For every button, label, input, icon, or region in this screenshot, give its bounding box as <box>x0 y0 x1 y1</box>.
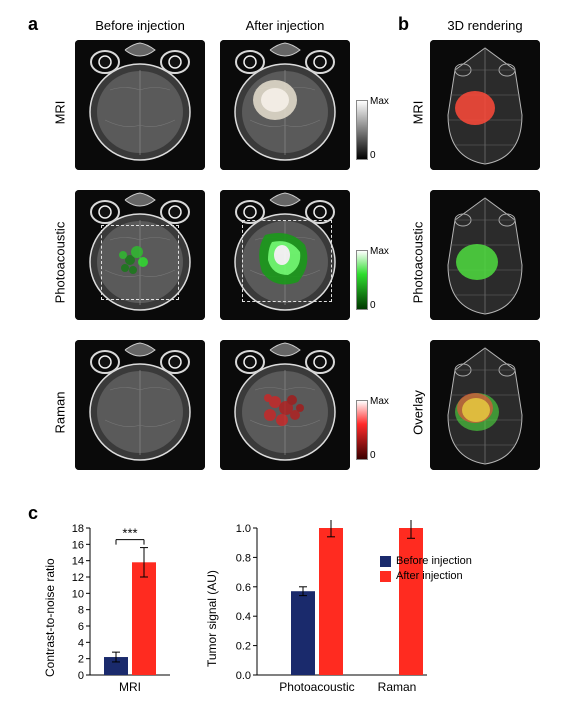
rowlabel-raman: Raman <box>53 378 68 448</box>
colorbar-red: Max 0 <box>356 400 384 470</box>
svg-text:Photoacoustic: Photoacoustic <box>279 680 354 694</box>
chart-legend: Before injection After injection <box>380 555 472 585</box>
img-raman-before <box>75 340 205 470</box>
ylabel-tumor: Tumor signal (AU) <box>205 547 219 667</box>
svg-text:12: 12 <box>72 572 84 584</box>
svg-text:0.8: 0.8 <box>236 552 251 564</box>
rowlabel-mri: MRI <box>53 83 68 143</box>
img-raman-after <box>220 340 350 470</box>
svg-text:0: 0 <box>78 670 84 682</box>
render-pa <box>430 190 540 320</box>
ylabel-cnr: Contrast-to-noise ratio <box>43 537 57 677</box>
svg-text:4: 4 <box>78 637 84 649</box>
header-3d: 3D rendering <box>420 18 550 33</box>
panel-label-c: c <box>28 503 38 524</box>
colorbar-gray: Max 0 <box>356 100 384 170</box>
img-pa-after <box>220 190 350 320</box>
svg-text:***: *** <box>122 526 137 541</box>
svg-text:6: 6 <box>78 621 84 633</box>
svg-text:0.2: 0.2 <box>236 641 251 653</box>
svg-text:1.0: 1.0 <box>236 523 251 535</box>
svg-text:14: 14 <box>72 556 84 568</box>
rowlabel-b-mri: MRI <box>411 83 426 143</box>
svg-text:Raman: Raman <box>378 680 417 694</box>
svg-text:18: 18 <box>72 523 84 535</box>
svg-text:2: 2 <box>78 654 84 666</box>
rowlabel-b-pa: Photoacoustic <box>411 213 426 313</box>
svg-text:0.4: 0.4 <box>236 611 251 623</box>
colorbar-green: Max 0 <box>356 250 384 320</box>
svg-text:0.6: 0.6 <box>236 582 251 594</box>
svg-text:MRI: MRI <box>119 680 141 694</box>
chart-tumor: 0.00.20.40.60.81.0**Photoacoustic***Rama… <box>225 520 455 705</box>
header-before: Before injection <box>75 18 205 33</box>
panel-label-b: b <box>398 14 409 35</box>
svg-text:8: 8 <box>78 605 84 617</box>
rowlabel-pa: Photoacoustic <box>53 213 68 313</box>
rowlabel-b-overlay: Overlay <box>411 378 426 448</box>
img-pa-before <box>75 190 205 320</box>
img-mri-after <box>220 40 350 170</box>
chart-cnr: 0 2 4 6 8 10 12 14 16 18 *** MRI <box>62 520 192 705</box>
img-mri-before <box>75 40 205 170</box>
svg-text:16: 16 <box>72 539 84 551</box>
svg-text:10: 10 <box>72 588 84 600</box>
render-mri <box>430 40 540 170</box>
render-overlay <box>430 340 540 470</box>
panel-label-a: a <box>28 14 38 35</box>
header-after: After injection <box>220 18 350 33</box>
svg-text:0.0: 0.0 <box>236 670 251 682</box>
